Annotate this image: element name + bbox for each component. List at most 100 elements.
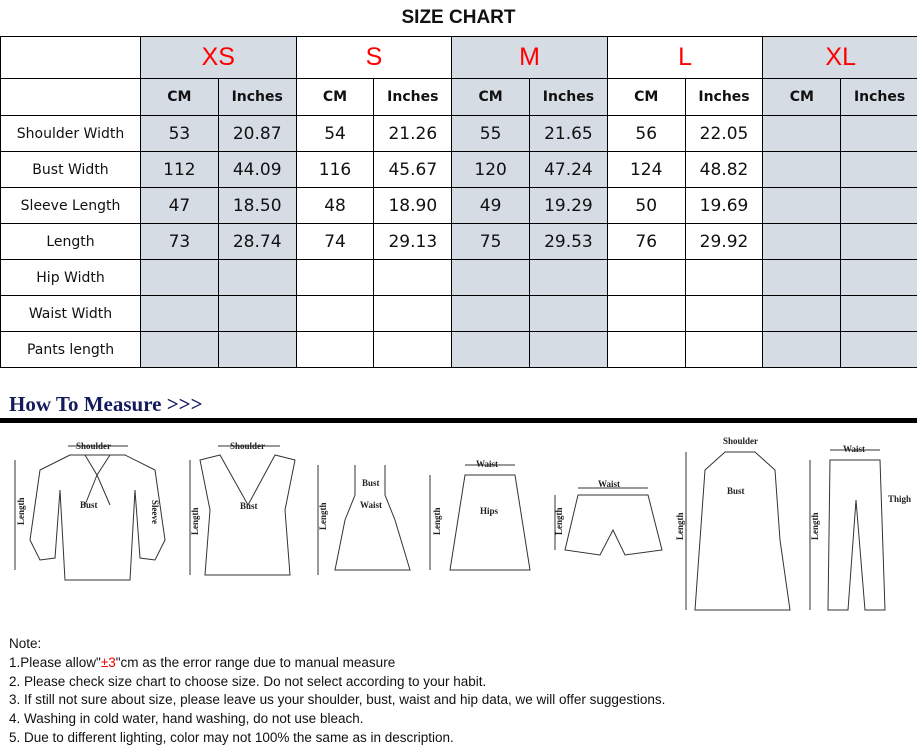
table-cell: 20.87 <box>217 115 297 152</box>
table-cell: 55 <box>451 115 530 152</box>
table-cell: 21.65 <box>529 115 608 152</box>
unit-header: Inches <box>217 78 297 116</box>
unit-header: CM <box>140 78 219 116</box>
row-label: Waist Width <box>0 295 141 332</box>
pants-illustration: Waist Thigh Length <box>809 444 911 611</box>
table-row: Bust Width 112 44.09 116 45.67 120 47.24 124 48.… <box>0 151 917 188</box>
table-cell <box>529 295 608 332</box>
measurement-label: Length <box>190 507 200 535</box>
measurement-label: Hips <box>480 506 499 516</box>
table-cell: 56 <box>606 115 686 152</box>
unit-header: CM <box>295 78 375 116</box>
coat-illustration: Shoulder Bust Length <box>675 436 791 611</box>
table-cell <box>140 331 219 368</box>
table-cell <box>606 331 686 368</box>
table-cell: 19.29 <box>529 187 608 224</box>
measurement-label: Length <box>554 507 564 535</box>
measurement-label: Bust <box>362 478 380 488</box>
table-cell <box>451 331 530 368</box>
table-cell <box>762 295 842 332</box>
table-cell: 48 <box>295 187 375 224</box>
corner-cell <box>0 36 141 79</box>
table-cell <box>684 259 764 296</box>
table-cell: 54 <box>295 115 375 152</box>
corner-cell <box>0 78 141 116</box>
table-cell: 28.74 <box>217 223 297 260</box>
measurement-label: Waist <box>843 444 865 454</box>
table-cell <box>606 295 686 332</box>
table-cell <box>840 223 917 260</box>
table-cell <box>373 295 453 332</box>
notes-section: Note: 1.Please allow"±3"cm as the error … <box>9 635 665 748</box>
table-cell: 49 <box>451 187 530 224</box>
row-label: Shoulder Width <box>0 115 141 152</box>
table-cell <box>217 259 297 296</box>
measurement-label: Shoulder <box>76 441 111 451</box>
row-label: Sleeve Length <box>0 187 141 224</box>
row-label: Bust Width <box>0 151 141 188</box>
table-cell <box>840 331 917 368</box>
table-cell <box>451 295 530 332</box>
table-cell: 112 <box>140 151 219 188</box>
table-cell: 45.67 <box>373 151 453 188</box>
note-1: 1.Please allow"±3"cm as the error range … <box>9 654 396 670</box>
unit-header: Inches <box>840 78 917 116</box>
measurement-label: Bust <box>727 486 745 496</box>
measurement-label: Length <box>675 512 685 540</box>
table-cell <box>762 223 842 260</box>
unit-header: CM <box>606 78 686 116</box>
table-row: Sleeve Length 47 18.50 48 18.90 49 19.29 50 19.6… <box>0 187 917 224</box>
blouse-illustration: Shoulder Bust Length Sleeve <box>14 441 166 581</box>
shorts-illustration: Waist Length <box>554 479 663 556</box>
table-row: Length 73 28.74 74 29.13 75 29.53 76 29.92 <box>0 223 917 260</box>
measurement-label: Bust <box>240 501 258 511</box>
table-cell: 18.90 <box>373 187 453 224</box>
page-title: SIZE CHART <box>401 7 516 28</box>
measurement-label: Waist <box>598 479 620 489</box>
measurement-label: Length <box>318 502 328 530</box>
size-header-l: L <box>606 36 764 79</box>
measurement-label: Thigh <box>888 494 911 504</box>
note-4: 4. Washing in cold water, hand washing, … <box>9 711 364 727</box>
table-cell <box>295 295 375 332</box>
notes-heading: Note: <box>9 636 42 651</box>
table-cell <box>840 295 917 332</box>
how-to-measure-heading: How To Measure >>> <box>9 392 203 416</box>
table-row: Waist Width <box>0 295 917 332</box>
table-row: Hip Width <box>0 259 917 296</box>
table-cell <box>140 295 219 332</box>
divider <box>0 418 917 423</box>
table-cell <box>529 331 608 368</box>
table-cell: 21.26 <box>373 115 453 152</box>
measurement-label: Sleeve <box>150 500 160 524</box>
table-row: Pants length <box>0 331 917 368</box>
table-cell: 29.13 <box>373 223 453 260</box>
note-3: 3. If still not sure about size, please … <box>9 692 666 708</box>
size-chart-table: XS S M L XL CM Inches CM Inches CM Inches CM Inches C… <box>0 36 917 368</box>
size-header-xl: XL <box>762 36 917 79</box>
table-cell: 48.82 <box>684 151 764 188</box>
table-cell <box>373 259 453 296</box>
table-cell <box>140 259 219 296</box>
table-cell <box>840 259 917 296</box>
note-2: 2. Please check size chart to choose siz… <box>9 673 487 689</box>
table-cell: 75 <box>451 223 530 260</box>
table-cell <box>684 331 764 368</box>
unit-header: CM <box>451 78 530 116</box>
table-cell: 73 <box>140 223 219 260</box>
measurement-label: Length <box>16 497 26 525</box>
table-cell: 22.05 <box>684 115 764 152</box>
table-cell: 18.50 <box>217 187 297 224</box>
size-header-s: S <box>295 36 453 79</box>
table-cell: 47.24 <box>529 151 608 188</box>
measurement-label: Shoulder <box>723 436 758 446</box>
skirt-illustration: Waist Hips Length <box>429 459 531 571</box>
tank-top-illustration: Shoulder Bust Length <box>189 441 296 576</box>
size-header-xs: XS <box>140 36 297 79</box>
table-cell <box>373 331 453 368</box>
size-header-m: M <box>451 36 608 79</box>
table-cell <box>762 331 842 368</box>
table-cell <box>762 259 842 296</box>
table-row: Shoulder Width 53 20.87 54 21.26 55 21.65 56 22.… <box>0 115 917 152</box>
table-cell <box>529 259 608 296</box>
